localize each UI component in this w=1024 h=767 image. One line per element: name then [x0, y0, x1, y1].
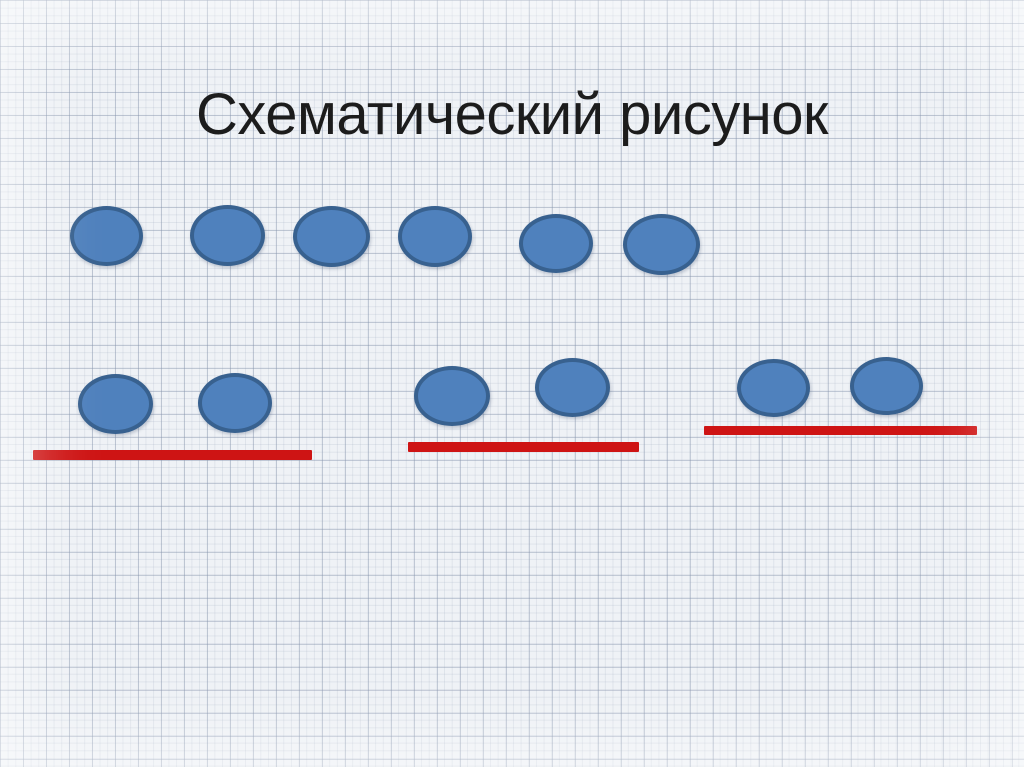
oval: [623, 214, 700, 275]
oval: [535, 358, 610, 417]
slide-title: Схематический рисунок: [196, 82, 828, 147]
oval: [78, 374, 153, 434]
red-underline-2: [408, 442, 639, 452]
oval: [198, 373, 272, 433]
oval: [737, 359, 810, 417]
oval: [519, 214, 593, 273]
oval: [850, 357, 923, 415]
oval: [190, 205, 265, 266]
red-underline-1: [33, 450, 312, 460]
oval: [293, 206, 370, 267]
red-underline-3: [704, 426, 977, 435]
oval: [414, 366, 490, 426]
oval: [398, 206, 472, 267]
oval: [70, 206, 143, 266]
